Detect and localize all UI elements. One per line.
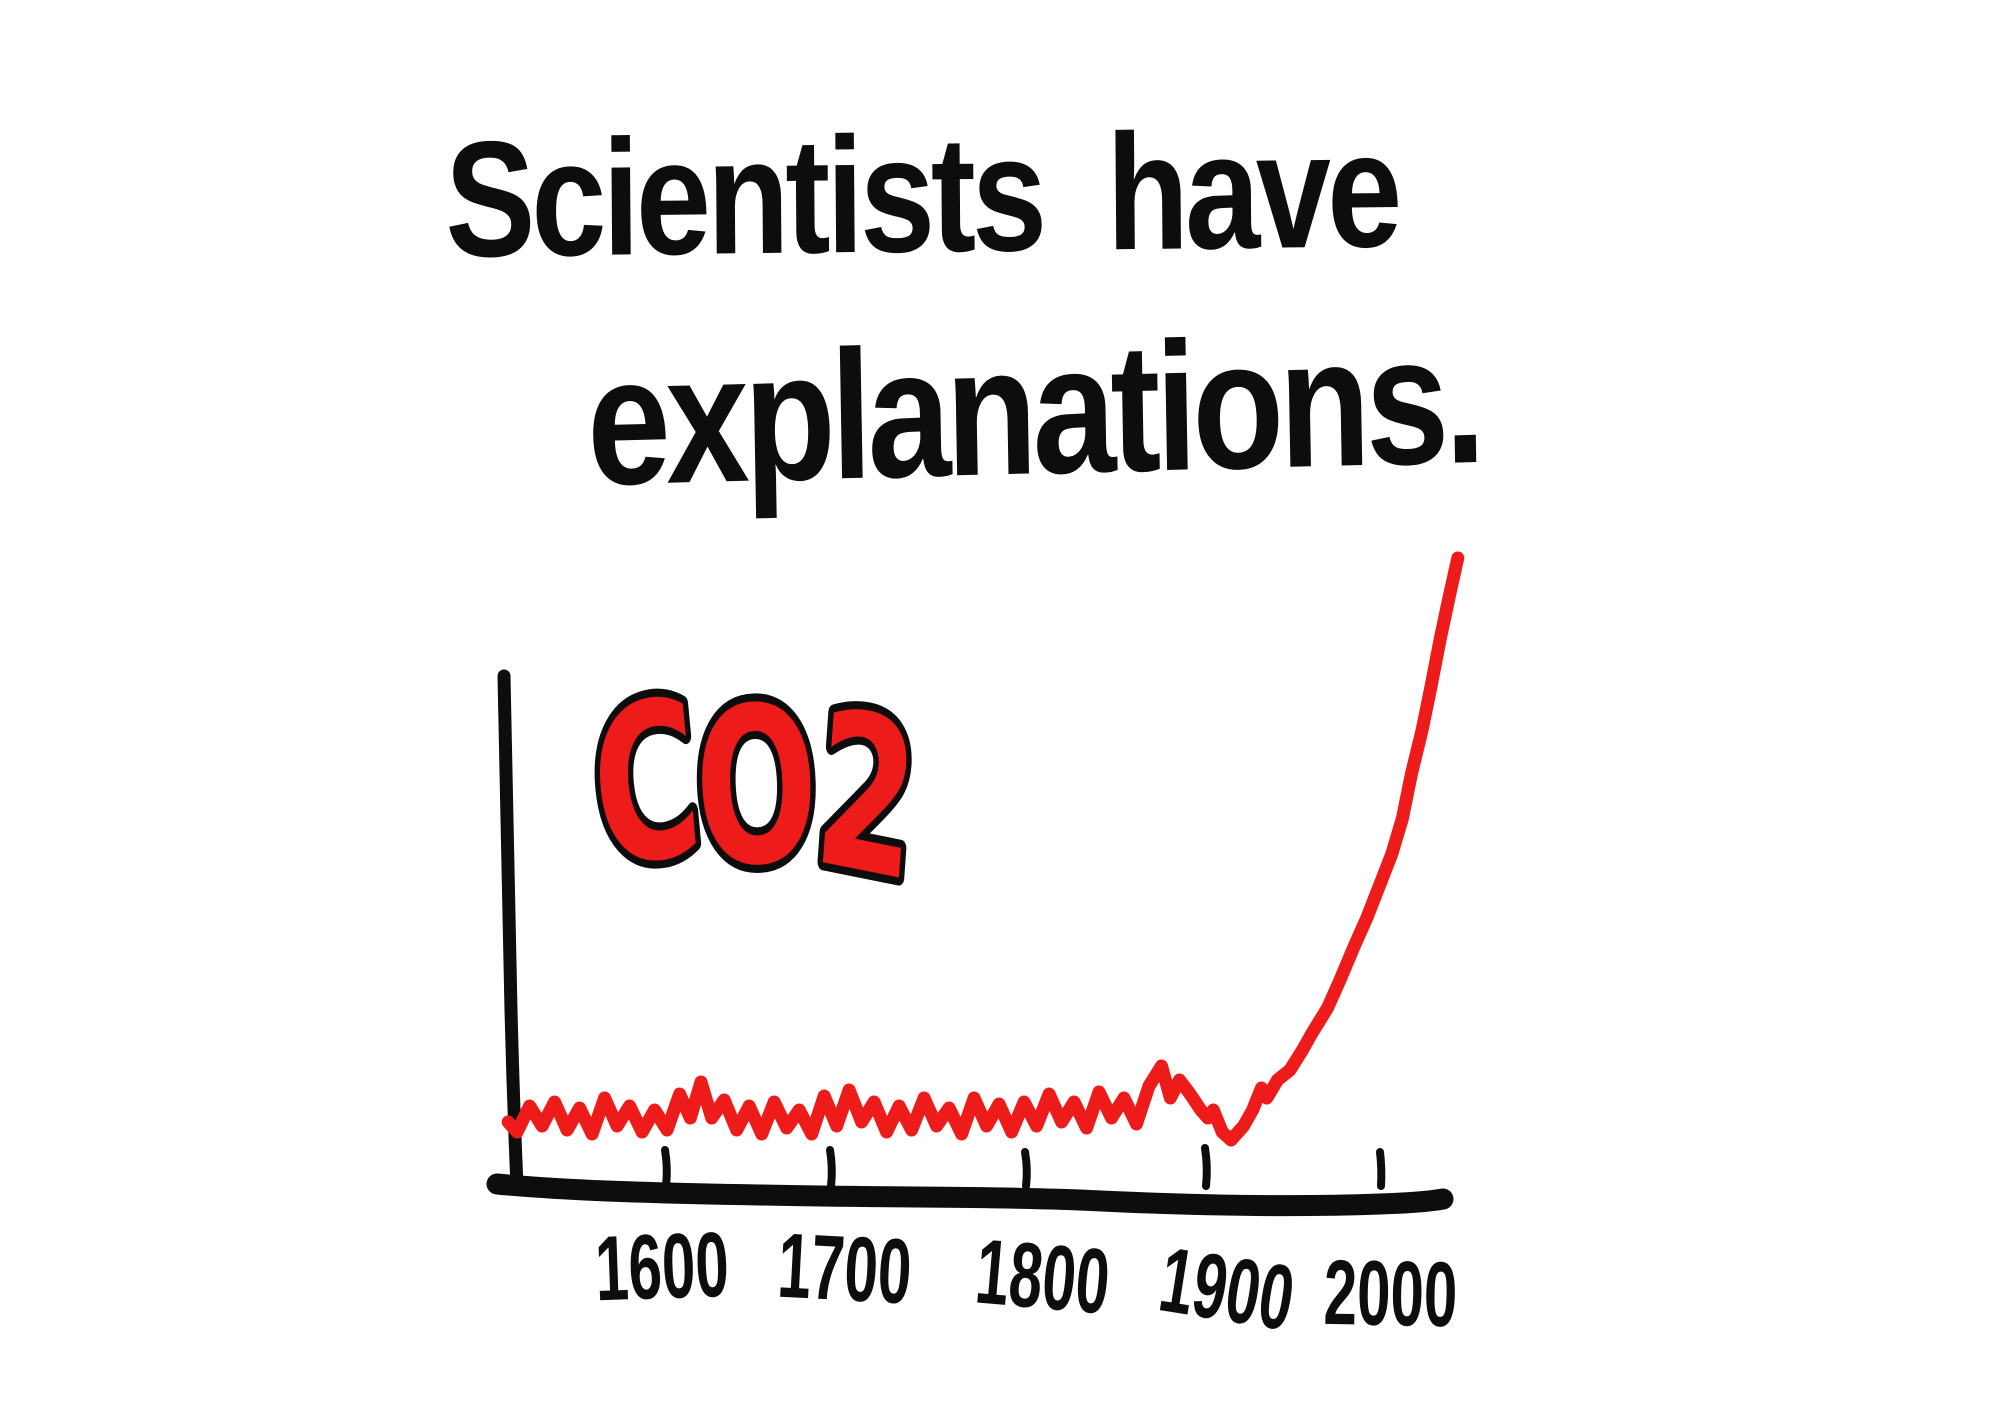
y-axis	[497, 669, 524, 1193]
axis-tick-1600	[661, 1146, 671, 1190]
co2-series-label: CO2	[582, 645, 925, 940]
tick-label-2000: 2000	[1323, 1242, 1458, 1346]
axis-tick-1800	[1021, 1148, 1031, 1190]
tick-label-1900: 1900	[1153, 1229, 1301, 1350]
tick-label-1700: 1700	[775, 1215, 914, 1324]
axis-tick-1900	[1201, 1144, 1211, 1190]
axis-tick-2000	[1376, 1148, 1386, 1190]
x-axis-labels: 1600 1700 1800 1900 2000	[593, 1214, 1458, 1350]
axis-tick-1700	[826, 1146, 836, 1190]
x-axis-ticks	[661, 1144, 1386, 1190]
co2-data-line	[501, 551, 1465, 1147]
x-axis	[486, 1173, 1454, 1217]
tick-label-1800: 1800	[972, 1221, 1114, 1334]
tick-label-1600: 1600	[593, 1214, 730, 1320]
